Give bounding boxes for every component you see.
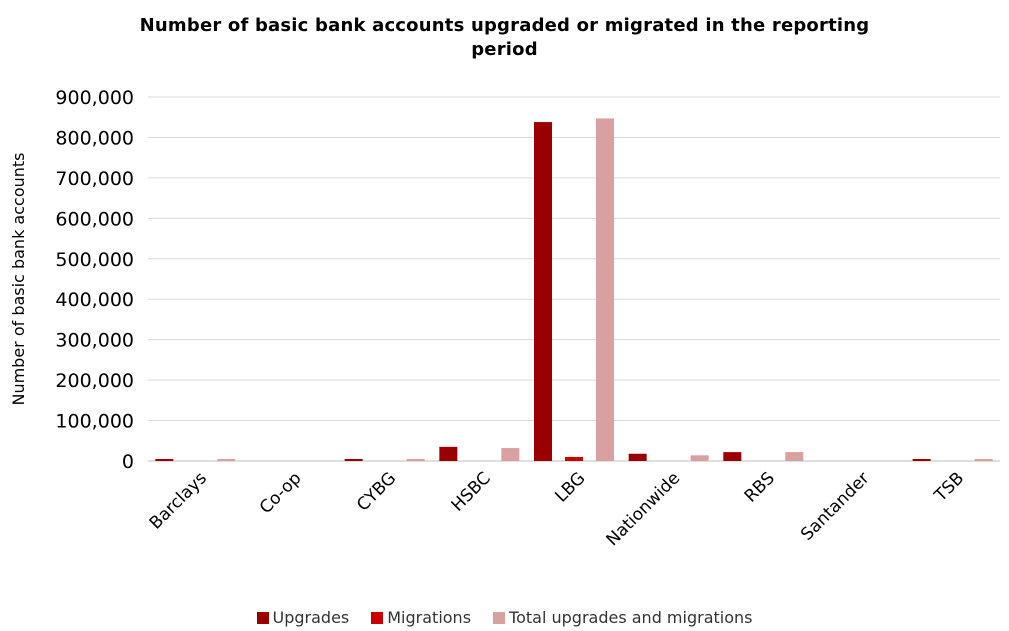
y-tick-label: 900,000: [55, 87, 134, 109]
bar-total-upgrades-and-migrations: [406, 458, 425, 461]
bars: [155, 118, 993, 462]
bar-total-upgrades-and-migrations: [690, 455, 709, 461]
legend-swatch: [256, 611, 269, 624]
y-tick-label: 400,000: [55, 289, 134, 311]
x-tick-label: LBG: [551, 468, 589, 506]
y-tick-label: 100,000: [55, 411, 134, 433]
y-tick-label: 300,000: [55, 330, 134, 352]
y-tick-label: 500,000: [55, 249, 134, 271]
bar-upgrades: [628, 453, 647, 461]
legend-label: Migrations: [387, 608, 472, 627]
legend-label: Upgrades: [272, 608, 350, 627]
chart-title: Number of basic bank accounts upgraded o…: [0, 14, 1009, 62]
y-tick-label: 700,000: [55, 168, 134, 190]
legend-item: Upgrades: [256, 608, 350, 627]
bar-upgrades: [155, 458, 174, 461]
x-tick-label: HSBC: [448, 468, 495, 515]
legend-label: Total upgrades and migrations: [509, 608, 753, 627]
y-tick-label: 200,000: [55, 370, 134, 392]
x-tick-label: Santander: [797, 468, 873, 544]
bar-upgrades: [439, 446, 458, 461]
bar-total-upgrades-and-migrations: [596, 118, 614, 462]
x-tick-labels: Barclays Co-op CYBG HSBC LBG Nationwide RBS San…: [146, 468, 968, 550]
bar-migrations: [565, 456, 583, 461]
legend-swatch: [493, 611, 506, 624]
bar-upgrades: [534, 122, 552, 461]
chart-title-line-2: period: [471, 39, 538, 60]
y-tick-label: 0: [122, 451, 134, 473]
x-tick-label: Co-op: [256, 468, 306, 518]
x-tick-label: Nationwide: [602, 468, 684, 550]
x-tick-label: TSB: [930, 468, 968, 506]
gridlines: [148, 96, 1000, 462]
bar-total-upgrades-and-migrations: [501, 448, 520, 461]
x-tick-label: RBS: [741, 468, 779, 506]
y-tick-labels: 0 100,000 200,000 300,000 400,000 500,000 600,…: [55, 87, 134, 473]
y-axis-label: Number of basic bank accounts: [9, 152, 28, 405]
bar-total-upgrades-and-migrations: [974, 458, 993, 461]
legend: Upgrades Migrations Total upgrades and mig…: [0, 608, 1009, 627]
x-tick-label: Barclays: [146, 468, 211, 533]
bar-upgrades: [344, 458, 363, 461]
bar-upgrades: [723, 452, 742, 461]
legend-swatch: [371, 611, 384, 624]
bar-total-upgrades-and-migrations: [217, 458, 236, 461]
legend-item: Migrations: [371, 608, 471, 627]
y-tick-label: 800,000: [55, 127, 134, 149]
bar-total-upgrades-and-migrations: [785, 452, 804, 461]
y-tick-label: 600,000: [55, 208, 134, 230]
bar-upgrades: [912, 458, 931, 461]
x-tick-label: CYBG: [353, 468, 400, 515]
chart-title-line-1: Number of basic bank accounts upgraded o…: [139, 15, 870, 36]
legend-item: Total upgrades and migrations: [493, 608, 752, 627]
